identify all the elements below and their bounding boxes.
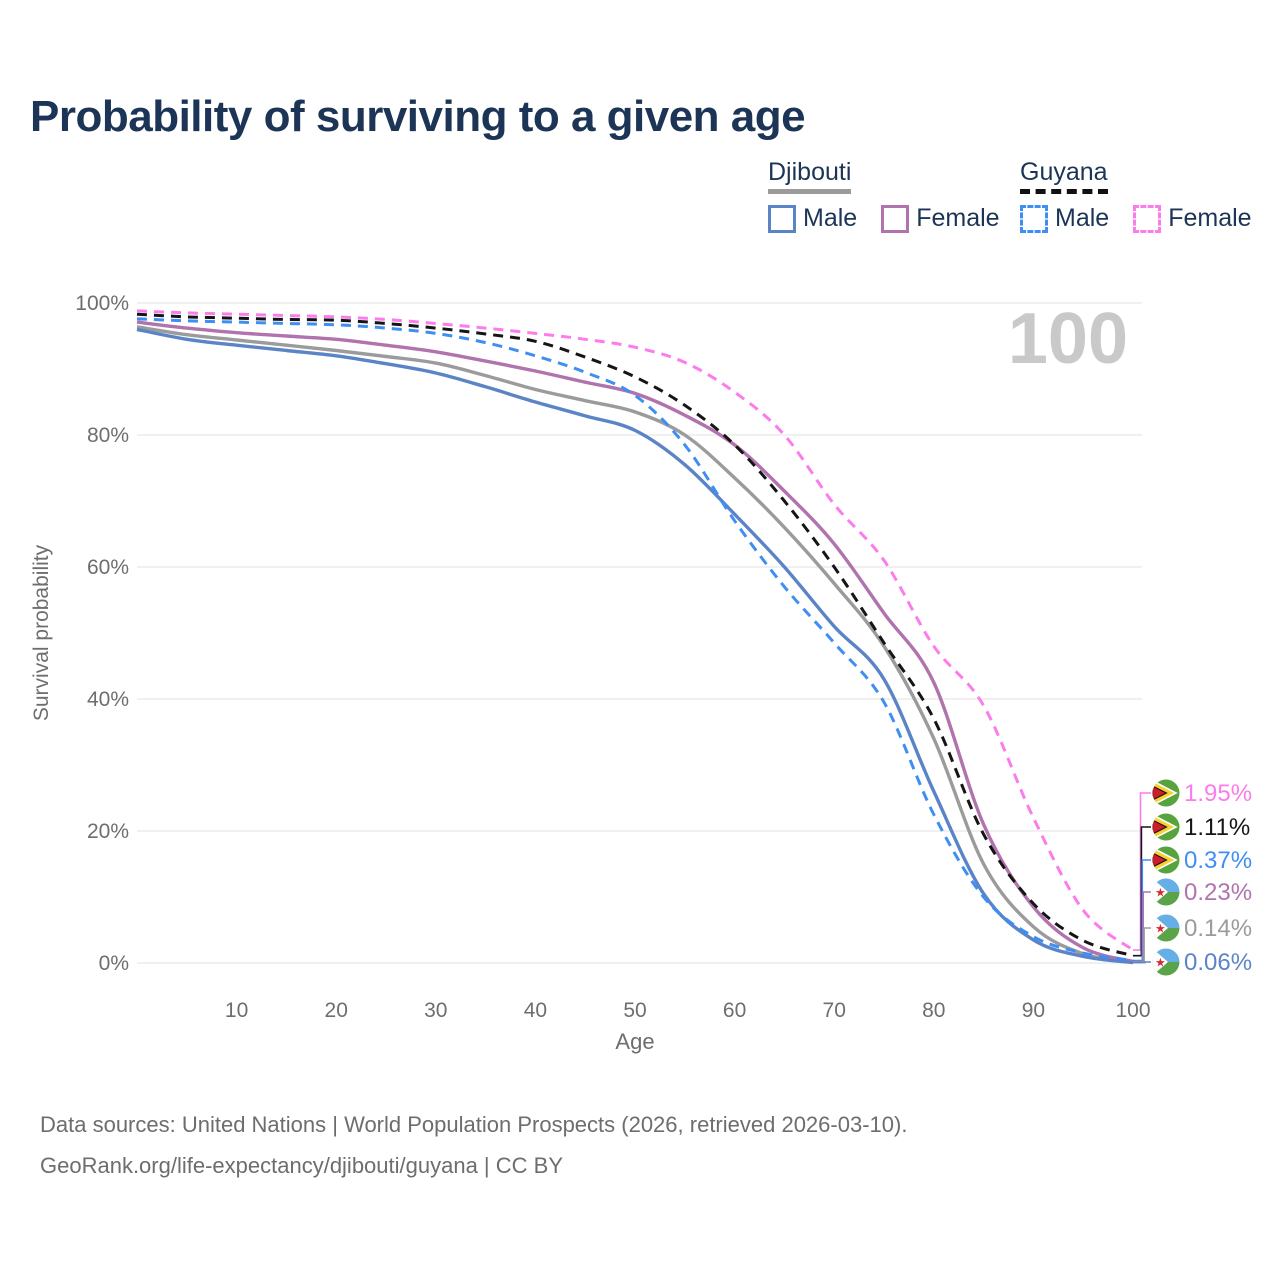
legend-group-guyana: Guyana Male Female (1020, 158, 1252, 233)
legend-title-djibouti[interactable]: Djibouti (768, 158, 852, 194)
y-axis-title: Survival probability (30, 544, 53, 721)
x-tick-label: 50 (623, 999, 646, 1022)
series-line-djibouti_female[interactable] (136, 320, 1134, 964)
svg-text:★: ★ (1155, 922, 1166, 936)
end-label-connector-guyana_female (1133, 792, 1151, 951)
svg-text:★: ★ (1155, 886, 1166, 900)
footer-data-sources: Data sources: United Nations | World Pop… (40, 1112, 908, 1137)
legend-label-djibouti-female: Female (916, 204, 1000, 232)
legend-label-djibouti-male: Male (803, 204, 858, 232)
y-tick-label: 20% (87, 820, 129, 843)
footer-attribution: GeoRank.org/life-expectancy/djibouti/guy… (40, 1153, 563, 1178)
legend-item-guyana-female[interactable]: Female (1133, 204, 1252, 233)
x-tick-label: 80 (922, 999, 945, 1022)
series-line-guyana_female[interactable] (136, 309, 1134, 952)
legend-label-guyana-female: Female (1168, 204, 1252, 232)
footer: Data sources: United Nations | World Pop… (40, 1104, 1200, 1186)
legend-label-guyana-male: Male (1055, 204, 1110, 232)
series-line-guyana_male[interactable] (136, 317, 1134, 963)
page-title: Probability of surviving to a given age (30, 92, 806, 141)
y-tick-label: 0% (99, 952, 129, 975)
end-label-connector-guyana_male (1133, 859, 1151, 962)
y-tick-label: 40% (87, 688, 129, 711)
x-tick-label: 60 (723, 999, 746, 1022)
guyana-flag-icon (1152, 779, 1180, 807)
legend: Djibouti Male Female Guyana Male Female (0, 158, 1280, 248)
y-tick-label: 100% (75, 292, 129, 315)
legend-items-djibouti: Male Female (768, 204, 1000, 233)
x-tick-label: 20 (325, 999, 348, 1022)
legend-items-guyana: Male Female (1020, 204, 1252, 233)
end-label-value-djibouti_total: 0.14% (1184, 915, 1252, 942)
djibouti-female-swatch-icon (881, 204, 910, 233)
x-tick-label: 100 (1115, 999, 1150, 1022)
guyana-flag-icon (1152, 846, 1180, 874)
legend-group-djibouti: Djibouti Male Female (768, 158, 1000, 233)
series-line-djibouti_total[interactable] (136, 325, 1134, 964)
legend-item-guyana-male[interactable]: Male (1020, 204, 1109, 233)
series-line-djibouti_male[interactable] (136, 327, 1134, 965)
x-axis-title: Age (615, 1029, 654, 1054)
end-label-value-djibouti_male: 0.06% (1184, 949, 1252, 976)
x-tick-label: 40 (524, 999, 547, 1022)
y-tick-label: 80% (87, 424, 129, 447)
djibouti-flag-icon: ★ (1152, 948, 1180, 976)
guyana-female-swatch-icon (1133, 204, 1162, 233)
djibouti-male-swatch-icon (768, 204, 796, 233)
age-watermark: 100 (1008, 299, 1128, 379)
djibouti-flag-icon: ★ (1152, 878, 1180, 906)
x-tick-label: 30 (424, 999, 447, 1022)
end-label-value-guyana_female: 1.95% (1184, 780, 1252, 807)
guyana-male-swatch-icon (1020, 204, 1048, 233)
y-tick-label: 60% (87, 556, 129, 579)
legend-item-djibouti-female[interactable]: Female (881, 204, 1000, 233)
x-tick-label: 70 (823, 999, 846, 1022)
legend-title-guyana[interactable]: Guyana (1020, 158, 1108, 194)
guyana-flag-icon (1152, 813, 1180, 841)
djibouti-flag-icon: ★ (1152, 914, 1180, 942)
end-label-connector-djibouti_male (1133, 961, 1151, 964)
x-tick-label: 10 (225, 999, 248, 1022)
end-label-value-djibouti_female: 0.23% (1184, 879, 1252, 906)
legend-item-djibouti-male[interactable]: Male (768, 204, 857, 233)
x-tick-label: 90 (1022, 999, 1045, 1022)
end-label-connector-guyana_total (1133, 826, 1151, 957)
series-line-guyana_total[interactable] (136, 312, 1134, 958)
end-label-value-guyana_total: 1.11% (1184, 814, 1250, 841)
svg-text:★: ★ (1155, 956, 1166, 970)
end-label-value-guyana_male: 0.37% (1184, 847, 1252, 874)
